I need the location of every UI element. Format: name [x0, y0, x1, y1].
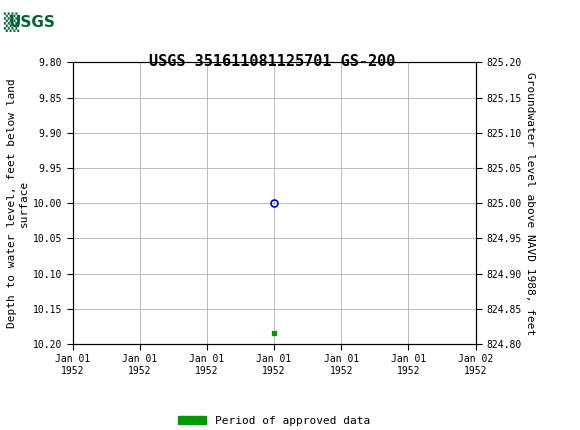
- Text: ▒: ▒: [3, 13, 18, 32]
- Y-axis label: Groundwater level above NAVD 1988, feet: Groundwater level above NAVD 1988, feet: [525, 71, 535, 335]
- Y-axis label: Depth to water level, feet below land
surface: Depth to water level, feet below land su…: [7, 78, 28, 328]
- Text: USGS: USGS: [9, 15, 56, 30]
- FancyBboxPatch shape: [6, 4, 75, 41]
- Legend: Period of approved data: Period of approved data: [173, 412, 375, 430]
- Text: USGS 351611081125701 GS-200: USGS 351611081125701 GS-200: [150, 54, 396, 69]
